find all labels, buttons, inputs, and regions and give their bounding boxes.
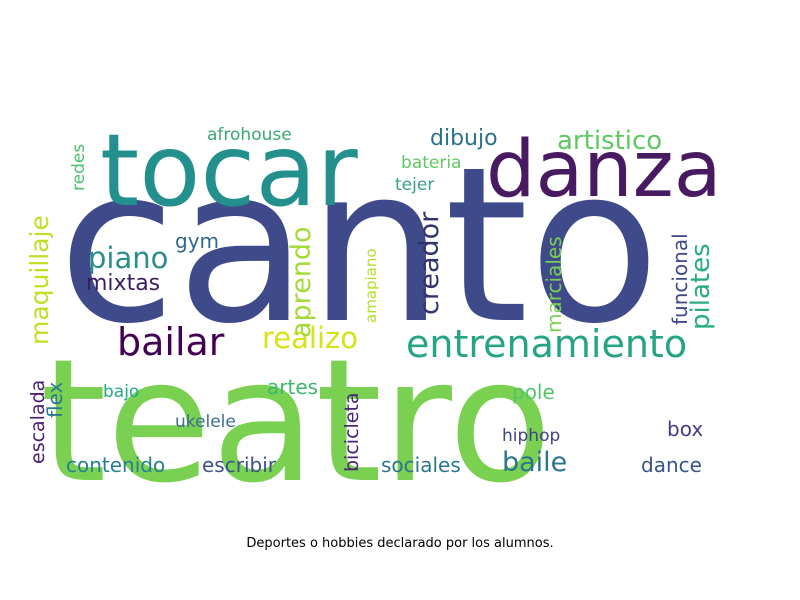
word-teatro: teatro — [40, 323, 552, 521]
word-gym: gym — [175, 229, 219, 253]
word-dance: dance — [641, 453, 702, 477]
word-canto: canto — [58, 120, 660, 371]
word-escalada: escalada — [27, 380, 49, 464]
word-bateria: bateria — [401, 153, 461, 173]
word-dibujo: dibujo — [430, 126, 498, 151]
word-realizo: realizo — [262, 321, 358, 355]
word-pilates: pilates — [686, 243, 716, 330]
word-piano: piano — [88, 241, 168, 275]
word-maquillaje: maquillaje — [25, 215, 54, 345]
word-artistico: artistico — [557, 126, 662, 156]
word-afrohouse: afrohouse — [207, 125, 292, 145]
word-artes: artes — [267, 375, 318, 399]
word-entrenamiento: entrenamiento — [406, 322, 687, 366]
word-hiphop: hiphop — [502, 426, 560, 446]
word-ukelele: ukelele — [175, 412, 236, 432]
word-tocar: tocar — [100, 112, 359, 229]
word-escribir: escribir — [202, 453, 277, 477]
word-bicicleta: bicicleta — [341, 392, 363, 472]
word-sociales: sociales — [381, 453, 461, 477]
word-funcional: funcional — [668, 233, 692, 325]
word-redes: redes — [69, 144, 89, 191]
word-creador: creador — [414, 211, 445, 315]
word-bailar: bailar — [117, 320, 225, 364]
word-contenido: contenido — [66, 453, 165, 477]
word-marciales: marciales — [542, 236, 566, 333]
word-pole: pole — [512, 380, 555, 404]
word-baile: baile — [502, 447, 567, 478]
word-flex: flex — [43, 381, 67, 418]
word-box: box — [667, 417, 703, 441]
word-amapiano: amapiano — [362, 248, 380, 323]
word-danza: danza — [486, 125, 722, 215]
word-tejer: tejer — [395, 175, 434, 195]
word-aprendo: aprendo — [286, 226, 317, 338]
word-bajo: bajo — [103, 382, 139, 402]
word-mixtas: mixtas — [86, 271, 160, 296]
figure-caption: Deportes o hobbies declarado por los alu… — [246, 536, 554, 551]
